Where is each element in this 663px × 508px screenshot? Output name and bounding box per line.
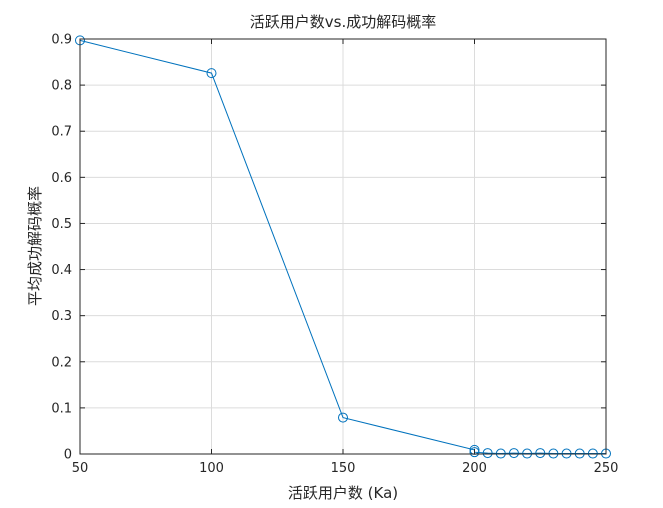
x-axis-label: 活跃用户数 (Ka) <box>288 484 398 502</box>
y-tick-label: 0.1 <box>51 401 72 416</box>
data-point-marker <box>508 448 519 459</box>
x-tick-label: 200 <box>462 461 487 476</box>
y-axis: 0 0.1 0.2 0.3 0.4 0.5 0.6 0.7 0.8 0.9 <box>51 33 606 463</box>
x-axis: 50 100 150 200 250 <box>72 39 619 476</box>
data-point-marker <box>469 447 480 458</box>
y-axis-label: 平均成功解码概率 <box>26 186 44 306</box>
x-tick-label: 50 <box>72 461 89 476</box>
y-tick-label: 0.8 <box>51 79 72 94</box>
x-tick-label: 150 <box>331 461 356 476</box>
y-tick-label: 0.3 <box>51 309 72 324</box>
data-point-marker <box>338 412 348 423</box>
data-point-marker <box>482 448 493 459</box>
y-tick-label: 0.2 <box>51 355 72 370</box>
y-tick-label: 0.7 <box>51 125 72 140</box>
data-point-marker <box>206 68 217 79</box>
y-tick-label: 0.5 <box>51 217 72 232</box>
y-tick-label: 0.4 <box>51 263 72 278</box>
y-tick-label: 0.6 <box>51 171 72 186</box>
data-point-marker <box>535 448 546 459</box>
x-tick-label: 100 <box>199 461 224 476</box>
y-tick-label: 0 <box>64 448 72 463</box>
x-tick-label: 250 <box>594 461 619 476</box>
chart-title: 活跃用户数vs.成功解码概率 <box>250 13 436 31</box>
y-tick-label: 0.9 <box>51 33 72 48</box>
